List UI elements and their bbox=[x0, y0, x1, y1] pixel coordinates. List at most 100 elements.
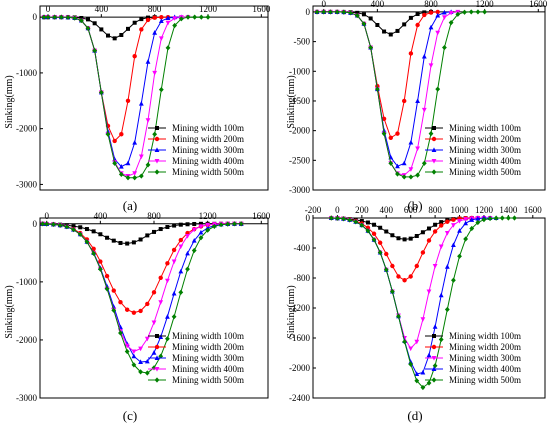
data-point bbox=[171, 259, 177, 265]
data-point bbox=[71, 227, 76, 233]
data-point bbox=[125, 160, 131, 166]
y-tick-label: -3000 bbox=[289, 185, 310, 195]
legend-label: Mining width 400m bbox=[449, 156, 521, 166]
y-tick-label: -1600 bbox=[289, 333, 310, 343]
data-point bbox=[158, 275, 163, 281]
data-point bbox=[158, 87, 164, 93]
data-point bbox=[146, 15, 150, 20]
data-point bbox=[402, 339, 407, 345]
plot-frame bbox=[312, 5, 546, 191]
data-point bbox=[353, 219, 359, 225]
y-tick-label: -2400 bbox=[289, 393, 310, 403]
data-point bbox=[125, 241, 130, 246]
data-point bbox=[448, 10, 454, 16]
data-point bbox=[408, 139, 414, 145]
data-point bbox=[77, 231, 83, 237]
data-point bbox=[178, 268, 184, 274]
data-point bbox=[402, 278, 407, 283]
data-point bbox=[377, 240, 383, 245]
data-point bbox=[145, 118, 151, 123]
data-point bbox=[426, 238, 432, 243]
data-point bbox=[444, 231, 450, 236]
data-point bbox=[374, 86, 380, 92]
data-point bbox=[40, 221, 46, 227]
legend-marker bbox=[431, 377, 437, 383]
data-point bbox=[390, 263, 395, 269]
legend-label: Mining width 100m bbox=[172, 331, 244, 341]
data-point bbox=[191, 247, 197, 254]
data-point bbox=[165, 314, 170, 319]
y-tick-label: -1000 bbox=[16, 277, 37, 287]
data-point bbox=[205, 227, 211, 233]
data-point bbox=[435, 86, 441, 92]
data-point bbox=[388, 160, 394, 166]
data-point bbox=[463, 217, 469, 222]
data-point bbox=[451, 277, 456, 283]
data-point bbox=[469, 225, 475, 232]
data-point bbox=[205, 225, 211, 230]
data-point bbox=[321, 9, 327, 15]
data-point bbox=[97, 266, 103, 272]
data-point bbox=[401, 160, 407, 166]
data-point bbox=[124, 348, 130, 355]
data-point bbox=[354, 12, 360, 19]
data-point bbox=[172, 223, 177, 228]
x-tick-label: 1600 bbox=[529, 0, 548, 9]
data-point bbox=[171, 314, 177, 320]
data-point bbox=[112, 138, 117, 144]
data-point bbox=[126, 26, 130, 31]
data-point bbox=[138, 173, 144, 179]
data-point bbox=[334, 9, 340, 15]
data-point bbox=[426, 352, 432, 358]
data-point bbox=[138, 154, 144, 160]
data-point bbox=[185, 222, 190, 227]
data-point bbox=[414, 263, 419, 269]
chart-panel-d: -200 0 200 400 600 800 1000 1200 1400 16000-400-8… bbox=[286, 205, 546, 423]
y-tick-label: 0 bbox=[306, 7, 311, 17]
data-point bbox=[435, 9, 440, 15]
y-tick-label: 0 bbox=[33, 12, 38, 22]
legend-label: Mining width 500m bbox=[172, 375, 244, 385]
data-point bbox=[178, 222, 183, 227]
data-point bbox=[192, 14, 198, 20]
data-point bbox=[158, 227, 163, 232]
data-point bbox=[145, 162, 151, 168]
x-tick-label: 800 bbox=[424, 0, 438, 9]
data-point bbox=[45, 14, 51, 20]
data-point bbox=[463, 236, 469, 242]
data-point bbox=[138, 346, 143, 352]
y-tick-label: -1000 bbox=[289, 66, 310, 76]
data-point bbox=[158, 300, 164, 305]
data-point bbox=[396, 274, 401, 279]
series-5 bbox=[41, 14, 211, 181]
data-point bbox=[463, 220, 469, 226]
legend-marker bbox=[431, 169, 437, 175]
data-point bbox=[383, 267, 389, 273]
data-point bbox=[359, 219, 364, 223]
data-point bbox=[72, 15, 78, 21]
panel-label: (a) bbox=[123, 198, 137, 213]
data-point bbox=[368, 44, 374, 51]
data-point bbox=[365, 228, 371, 234]
y-axis-label: Sinking(mm) bbox=[4, 75, 15, 128]
data-point bbox=[198, 229, 204, 235]
data-point bbox=[178, 289, 184, 295]
x-tick-label: 1600 bbox=[252, 4, 271, 14]
data-point bbox=[355, 10, 360, 15]
data-point bbox=[111, 238, 116, 243]
data-point bbox=[152, 70, 158, 76]
plot-frame bbox=[39, 217, 269, 399]
data-point bbox=[85, 25, 91, 31]
data-point bbox=[427, 226, 431, 231]
data-point bbox=[71, 224, 76, 229]
data-point bbox=[420, 369, 426, 375]
data-point bbox=[225, 221, 231, 227]
data-point bbox=[428, 24, 434, 30]
data-point bbox=[428, 131, 434, 137]
data-point bbox=[145, 301, 150, 307]
data-point bbox=[232, 221, 237, 227]
data-point bbox=[198, 14, 204, 20]
y-tick-label: 0 bbox=[306, 213, 311, 223]
legend-marker bbox=[431, 136, 437, 142]
